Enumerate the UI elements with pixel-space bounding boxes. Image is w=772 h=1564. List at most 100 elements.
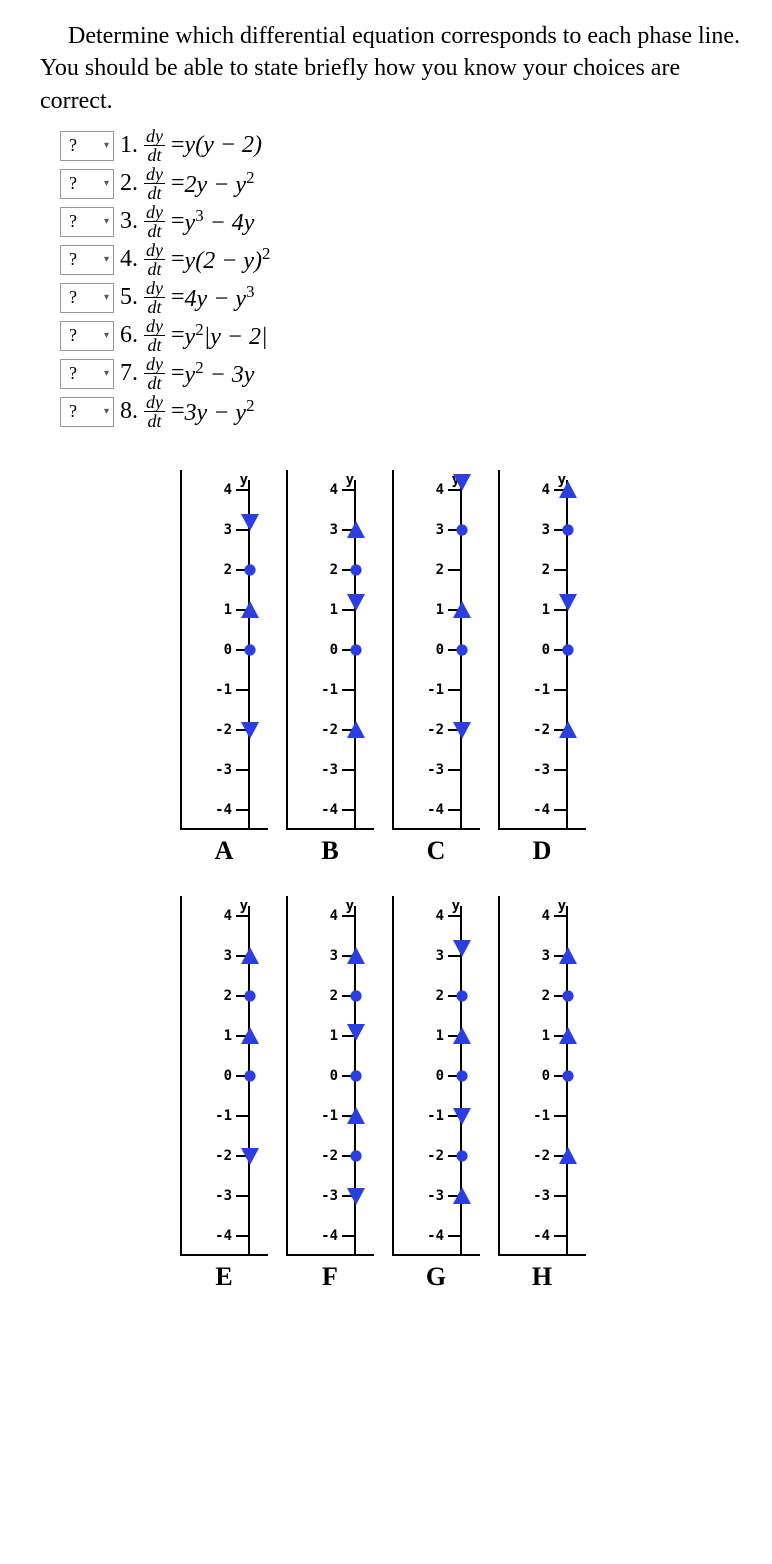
equation-number: 6.: [120, 322, 138, 349]
tick-label: -3: [206, 762, 232, 778]
tick-mark: [448, 769, 462, 771]
tick-label: 2: [312, 988, 338, 1004]
tick-mark: [554, 1235, 568, 1237]
equilibrium-dot-icon: [558, 520, 578, 540]
axis-tick: -3: [206, 1189, 256, 1203]
tick-label: 1: [524, 602, 550, 618]
equation-number: 7.: [120, 360, 138, 387]
tick-mark: [554, 1115, 568, 1117]
dropdown-value: ?: [69, 211, 77, 232]
tick-label: -4: [524, 802, 550, 818]
phase-line-plot: y43210-1-2-3-4: [180, 470, 268, 830]
equilibrium-dot-icon: [346, 560, 366, 580]
phase-row: y43210-1-2-3-4Ay43210-1-2-3-4By43210-1-2…: [180, 470, 752, 866]
tick-label: 3: [206, 522, 232, 538]
equilibrium-dot-icon: [346, 986, 366, 1006]
dropdown-value: ?: [69, 287, 77, 308]
equations-list: ?▾1.dydt = y(y − 2)?▾2.dydt = 2y − y2?▾3…: [60, 127, 752, 430]
answer-dropdown[interactable]: ?▾: [60, 321, 114, 351]
equation-row: ?▾6.dydt = y2|y − 2|: [60, 317, 752, 354]
tick-label: 4: [206, 908, 232, 924]
arrow-down-icon: [452, 1106, 472, 1126]
tick-label: -3: [206, 1188, 232, 1204]
tick-label: -1: [418, 682, 444, 698]
answer-dropdown[interactable]: ?▾: [60, 359, 114, 389]
equation-math: dydt = y2|y − 2|: [144, 317, 268, 354]
tick-label: 3: [524, 948, 550, 964]
arrow-down-icon: [452, 720, 472, 740]
axis-tick: -1: [524, 683, 574, 697]
phase-column: y43210-1-2-3-4H: [498, 896, 586, 1292]
axis-tick: -4: [206, 1229, 256, 1243]
tick-mark: [342, 489, 356, 491]
answer-dropdown[interactable]: ?▾: [60, 169, 114, 199]
tick-label: -1: [206, 1108, 232, 1124]
tick-label: -3: [524, 1188, 550, 1204]
answer-dropdown[interactable]: ?▾: [60, 283, 114, 313]
fraction-icon: dydt: [144, 203, 165, 240]
arrow-up-icon: [240, 600, 260, 620]
tick-mark: [554, 569, 568, 571]
equation-row: ?▾3.dydt = y3 − 4y: [60, 203, 752, 240]
tick-label: 4: [418, 482, 444, 498]
tick-label: -4: [524, 1228, 550, 1244]
tick-label: 4: [312, 908, 338, 924]
arrow-up-icon: [558, 1146, 578, 1166]
equation-number: 2.: [120, 170, 138, 197]
answer-dropdown[interactable]: ?▾: [60, 131, 114, 161]
axis-tick: -4: [524, 1229, 574, 1243]
tick-label: -4: [206, 802, 232, 818]
arrow-up-icon: [240, 1026, 260, 1046]
answer-dropdown[interactable]: ?▾: [60, 207, 114, 237]
equation-math: dydt = y2 − 3y: [144, 355, 254, 392]
tick-label: 0: [524, 1068, 550, 1084]
equation-number: 4.: [120, 246, 138, 273]
axis-tick: -4: [312, 1229, 362, 1243]
tick-label: 1: [312, 1028, 338, 1044]
equilibrium-dot-icon: [558, 1066, 578, 1086]
tick-label: 0: [418, 1068, 444, 1084]
tick-mark: [448, 689, 462, 691]
tick-label: 2: [524, 562, 550, 578]
phase-line-label: C: [427, 836, 446, 866]
equation-number: 3.: [120, 208, 138, 235]
tick-label: -1: [524, 682, 550, 698]
arrow-up-icon: [558, 946, 578, 966]
dropdown-value: ?: [69, 325, 77, 346]
arrow-down-icon: [346, 1186, 366, 1206]
axis-tick: -4: [418, 803, 468, 817]
equation-math: dydt = y(2 − y)2: [144, 241, 270, 278]
phase-line-plot: y43210-1-2-3-4: [392, 470, 480, 830]
tick-mark: [554, 769, 568, 771]
arrow-up-icon: [346, 720, 366, 740]
tick-mark: [236, 1195, 250, 1197]
phase-line-plot: y43210-1-2-3-4: [392, 896, 480, 1256]
phase-line-label: D: [533, 836, 552, 866]
tick-mark: [236, 769, 250, 771]
phase-line-plot: y43210-1-2-3-4: [180, 896, 268, 1256]
arrow-up-icon: [346, 520, 366, 540]
tick-mark: [448, 1235, 462, 1237]
axis-tick: -4: [206, 803, 256, 817]
answer-dropdown[interactable]: ?▾: [60, 397, 114, 427]
dropdown-value: ?: [69, 363, 77, 384]
axis-tick: -3: [312, 763, 362, 777]
fraction-icon: dydt: [144, 355, 165, 392]
answer-dropdown[interactable]: ?▾: [60, 245, 114, 275]
axis-tick: 4: [524, 909, 574, 923]
tick-mark: [448, 809, 462, 811]
tick-mark: [448, 915, 462, 917]
arrow-up-icon: [558, 480, 578, 500]
tick-label: 1: [206, 1028, 232, 1044]
tick-label: -4: [312, 802, 338, 818]
equation-row: ?▾4.dydt = y(2 − y)2: [60, 241, 752, 278]
tick-mark: [554, 809, 568, 811]
arrow-down-icon: [452, 938, 472, 958]
phase-line-label: B: [321, 836, 338, 866]
dropdown-value: ?: [69, 173, 77, 194]
equation-math: dydt = 4y − y3: [144, 279, 254, 316]
phase-row: y43210-1-2-3-4Ey43210-1-2-3-4Fy43210-1-2…: [180, 896, 752, 1292]
tick-mark: [236, 809, 250, 811]
tick-label: 2: [206, 562, 232, 578]
phase-line-label: G: [426, 1262, 446, 1292]
